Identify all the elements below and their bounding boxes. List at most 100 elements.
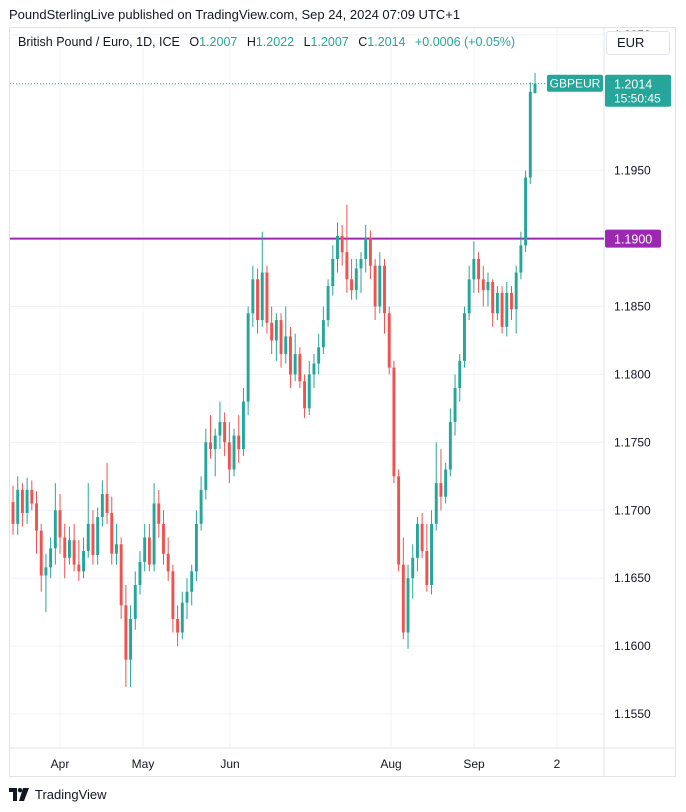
candle-body: [53, 510, 57, 549]
candle: [448, 408, 452, 477]
candle: [312, 354, 316, 388]
x-tick-label: Apr: [51, 757, 70, 771]
candle-body: [223, 421, 227, 443]
tradingview-footer[interactable]: TradingView: [9, 787, 107, 802]
candle: [415, 517, 419, 572]
candle: [86, 483, 90, 558]
candle-body: [124, 605, 128, 660]
candle: [387, 306, 391, 375]
grid-lines: [10, 28, 676, 776]
candle: [185, 578, 189, 619]
candle: [49, 537, 53, 579]
candle-body: [58, 510, 62, 538]
candle-body: [110, 512, 114, 554]
candle-body: [162, 523, 165, 554]
level-line-tag: [605, 229, 661, 248]
candle-body: [289, 336, 292, 375]
candle-body: [317, 347, 321, 364]
candle-body: [411, 557, 415, 579]
open-value: 1.2007: [199, 35, 238, 49]
candle-body: [326, 286, 330, 321]
candle-body: [401, 564, 405, 633]
candle-body: [528, 91, 532, 178]
candle: [162, 510, 165, 565]
candle-body: [157, 503, 161, 524]
candle-body: [180, 602, 184, 633]
low-value: 1.2007: [310, 35, 349, 49]
candle: [260, 231, 264, 327]
candle-body: [190, 571, 194, 592]
candle: [227, 421, 231, 484]
candle-body: [274, 320, 278, 341]
candle: [96, 507, 100, 565]
candle: [147, 523, 151, 572]
currency-selector[interactable]: EUR: [606, 31, 670, 55]
candle: [16, 476, 20, 535]
candle-body: [232, 435, 236, 470]
y-tick-label: 1.1850: [614, 299, 651, 313]
candle: [25, 477, 29, 524]
symbol-legend: British Pound / Euro, 1D, ICE O1.2007 H1…: [18, 35, 515, 49]
candle: [434, 442, 438, 531]
change-value: +0.0006 (+0.05%): [415, 35, 516, 49]
candle-body: [176, 618, 180, 633]
candle: [406, 564, 410, 649]
candle: [30, 480, 34, 511]
candle-body: [505, 292, 509, 327]
candle: [67, 526, 71, 565]
candle-body: [373, 265, 377, 307]
candle-body: [533, 83, 537, 94]
y-tick-label: 1.1650: [614, 571, 651, 585]
candle: [481, 265, 485, 307]
candle-body: [430, 523, 433, 585]
candles: [11, 72, 537, 687]
y-tick-label: 1.1950: [614, 164, 651, 178]
candle: [411, 544, 415, 599]
candle-body: [387, 313, 391, 368]
candle: [100, 480, 104, 527]
candle: [39, 523, 43, 592]
candle: [533, 72, 537, 94]
candle-body: [354, 268, 358, 291]
candle-body: [129, 618, 133, 660]
candle-body: [77, 564, 81, 572]
candle: [246, 306, 250, 416]
candle: [133, 571, 137, 630]
candle-body: [20, 489, 24, 513]
publisher-line: PoundSterlingLive published on TradingVi…: [9, 7, 461, 22]
candle: [265, 265, 269, 334]
candle-body: [359, 258, 363, 269]
candle: [119, 537, 123, 619]
last-price-tag: [605, 74, 671, 107]
time-axis: Apr May Jun Aug Sep 2: [51, 757, 561, 771]
candle: [105, 462, 109, 524]
candle-body: [472, 258, 476, 280]
candle: [326, 279, 330, 327]
candle-body: [152, 503, 156, 565]
candle: [218, 401, 222, 450]
candle-body: [392, 367, 396, 477]
candle-body: [237, 435, 241, 450]
candle-body: [119, 544, 123, 606]
candle: [495, 286, 499, 321]
candle-body: [265, 272, 269, 323]
candle-body: [194, 523, 198, 572]
candle: [425, 523, 429, 592]
candle-body: [67, 540, 71, 558]
candle-body: [11, 502, 15, 524]
candle: [345, 204, 349, 293]
candle: [251, 265, 255, 327]
candle-body: [350, 279, 354, 291]
candle: [368, 230, 372, 280]
candle: [237, 415, 241, 463]
candle-body: [510, 292, 513, 310]
candle-body: [256, 279, 259, 321]
candle: [383, 258, 386, 334]
y-tick-label: 1.1750: [614, 435, 651, 449]
candle-body: [467, 279, 471, 314]
candle-body: [260, 272, 264, 321]
candle: [152, 483, 156, 572]
high-label: H: [246, 35, 256, 49]
countdown-value: 15:50:45: [614, 92, 661, 106]
